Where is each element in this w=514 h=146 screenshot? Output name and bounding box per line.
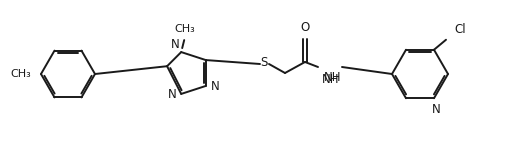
- Text: N: N: [171, 38, 179, 51]
- Text: S: S: [260, 55, 268, 68]
- Text: N: N: [168, 88, 176, 101]
- Text: O: O: [300, 21, 309, 34]
- Text: NH: NH: [322, 73, 340, 86]
- Text: NH: NH: [324, 71, 341, 84]
- Text: N: N: [432, 103, 440, 116]
- Text: CH₃: CH₃: [175, 24, 195, 34]
- Text: Cl: Cl: [454, 23, 466, 36]
- Text: CH₃: CH₃: [10, 69, 31, 79]
- Text: N: N: [211, 80, 219, 93]
